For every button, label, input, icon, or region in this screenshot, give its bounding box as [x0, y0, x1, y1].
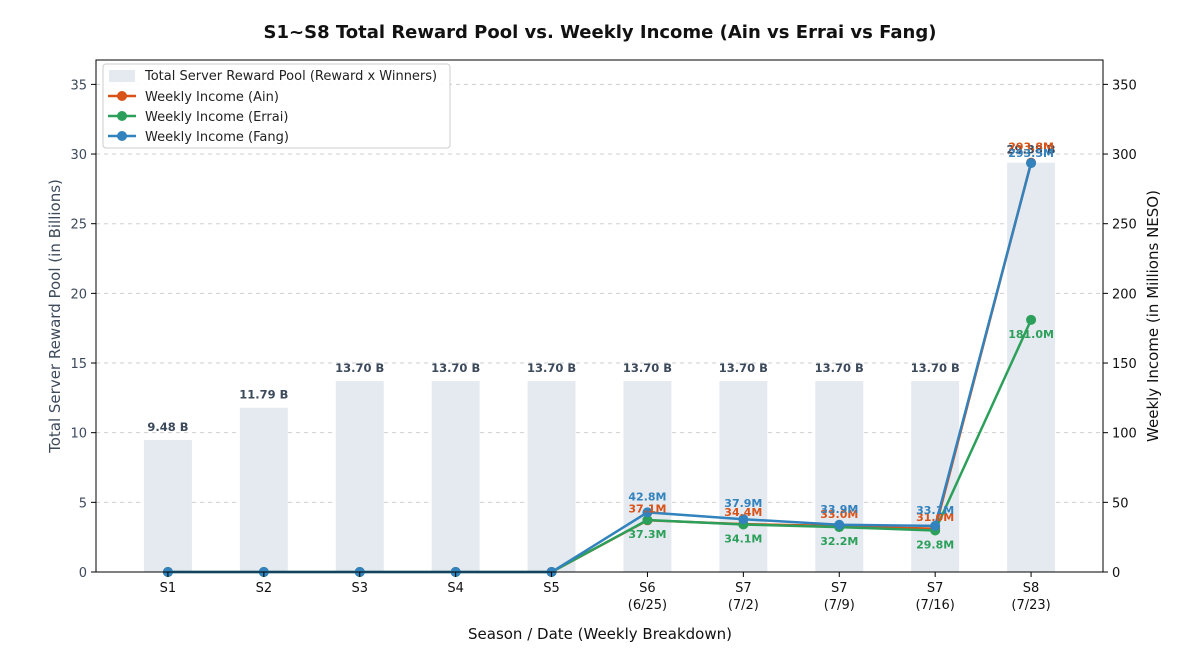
legend-label: Weekly Income (Fang)	[145, 130, 289, 145]
y-right-tick-label: 100	[1112, 427, 1137, 442]
reward-pool-bar	[527, 381, 576, 572]
income-point	[738, 514, 749, 525]
bar-value-label: 13.70 B	[335, 361, 384, 375]
income-value-label: 37.3M	[628, 528, 666, 541]
y-right-tick-label: 200	[1112, 287, 1137, 302]
y-axis-left: 0 5 10 15 20 25 30 35	[70, 78, 96, 581]
legend-swatch-bar	[109, 70, 135, 82]
x-tick-label: S1	[160, 581, 177, 596]
y-left-tick-label: 5	[79, 496, 87, 511]
x-tick-label: S5	[543, 581, 560, 596]
reward-pool-bar	[1007, 162, 1056, 572]
y-left-tick-label: 30	[70, 148, 87, 163]
x-tick-label: S3	[351, 581, 368, 596]
income-point	[930, 520, 941, 531]
y-right-tick-label: 0	[1112, 566, 1120, 581]
legend-label: Weekly Income (Errai)	[145, 110, 288, 125]
bar-value-label: 11.79 B	[239, 388, 288, 402]
bar-value-label: 13.70 B	[911, 361, 960, 375]
x-tick-label: S7 (7/2)	[728, 581, 759, 613]
y-left-tick-label: 20	[70, 287, 87, 302]
plot-frame	[95, 59, 1104, 573]
legend-swatch-marker	[117, 131, 127, 141]
income-point	[1026, 158, 1037, 169]
x-tick-label: S4	[447, 581, 464, 596]
chart-title: S1~S8 Total Reward Pool vs. Weekly Incom…	[264, 22, 937, 43]
income-value-label: 34.1M	[724, 532, 762, 545]
y-right-tick-label: 50	[1112, 496, 1129, 511]
y-right-tick-label: 250	[1112, 218, 1137, 233]
legend-label: Weekly Income (Ain)	[145, 90, 279, 105]
x-tick-label: S6 (6/25)	[628, 581, 667, 613]
y-left-tick-label: 35	[70, 78, 87, 93]
x-axis: S1 S2 S3 S4 S5 S6 (6/25) S7 (7/2) S7 (7/9) S7 (7/16)…	[160, 572, 1051, 613]
reward-pool-bar	[911, 381, 960, 572]
y-axis-right: 0 50 100 150 200 250 300 350	[1103, 78, 1137, 581]
reward-pool-bar	[431, 381, 480, 572]
legend-swatch-marker	[117, 111, 127, 121]
legend-label: Total Server Reward Pool (Reward x Winne…	[144, 69, 437, 84]
y-left-tick-label: 10	[70, 427, 87, 442]
bar-value-label: 9.48 B	[147, 420, 188, 434]
income-line-1	[167, 319, 1033, 574]
income-value-label: 37.9M	[724, 497, 762, 510]
reward-pool-bar	[719, 381, 768, 572]
x-tick-label: S8 (7/23)	[1011, 581, 1050, 613]
bar-value-label: 13.70 B	[719, 361, 768, 375]
reward-pool-bar	[815, 381, 864, 572]
y-left-tick-label: 25	[70, 218, 87, 233]
income-point	[834, 519, 845, 530]
y-left-tick-label: 15	[70, 357, 87, 372]
y-right-tick-label: 150	[1112, 357, 1137, 372]
income-value-label: 37.1M	[628, 502, 666, 515]
bar-value-label: 13.70 B	[815, 361, 864, 375]
income-value-label: 32.2M	[820, 535, 858, 548]
line-series	[162, 157, 1037, 577]
income-value-label: 293.5M	[1008, 147, 1054, 160]
income-value-label: 293.8M	[1008, 141, 1054, 154]
income-value-label: 33.1M	[916, 504, 954, 517]
x-tick-label: S7 (7/9)	[824, 581, 855, 613]
reward-pool-bar	[239, 407, 288, 572]
income-value-label: 42.8M	[628, 490, 666, 503]
income-line-2	[167, 162, 1033, 574]
y-right-tick-label: 350	[1112, 78, 1137, 93]
income-value-label: 33.9M	[820, 503, 858, 516]
legend-swatch-marker	[117, 91, 127, 101]
x-tick-label: S7 (7/16)	[915, 581, 954, 613]
bar-value-label: 13.70 B	[431, 361, 480, 375]
reward-pool-bar	[335, 381, 384, 572]
income-point	[642, 515, 653, 526]
legend: Total Server Reward Pool (Reward x Winne…	[102, 63, 451, 149]
income-value-label: 33.0M	[820, 508, 858, 521]
x-axis-label: Season / Date (Weekly Breakdown)	[468, 625, 732, 643]
x-tick-label: S2	[256, 581, 273, 596]
income-point	[1026, 314, 1037, 325]
y-right-tick-label: 300	[1112, 148, 1137, 163]
income-value-label: 31.0M	[916, 511, 954, 524]
income-value-label: 181.0M	[1008, 328, 1054, 341]
data-labels: 9.48 B 11.79 B 13.70 B 13.70 B 13.70 B 13.70 …	[147, 141, 1055, 552]
income-value-label: 29.8M	[916, 538, 954, 551]
bar-value-label: 29.38 B	[1006, 143, 1055, 157]
legend-box	[102, 63, 451, 149]
bar-value-label: 13.70 B	[527, 361, 576, 375]
income-value-label: 34.4M	[724, 506, 762, 519]
bar-value-label: 13.70 B	[623, 361, 672, 375]
income-point	[642, 507, 653, 518]
reward-pool-bar	[623, 381, 672, 572]
y-left-tick-label: 0	[79, 566, 87, 581]
y-axis-left-label: Total Server Reward Pool (in Billions)	[46, 179, 64, 454]
reward-pool-bar	[143, 439, 192, 572]
y-axis-right-label: Weekly Income (in Millions NESO)	[1144, 190, 1162, 442]
bar-series	[143, 162, 1056, 572]
